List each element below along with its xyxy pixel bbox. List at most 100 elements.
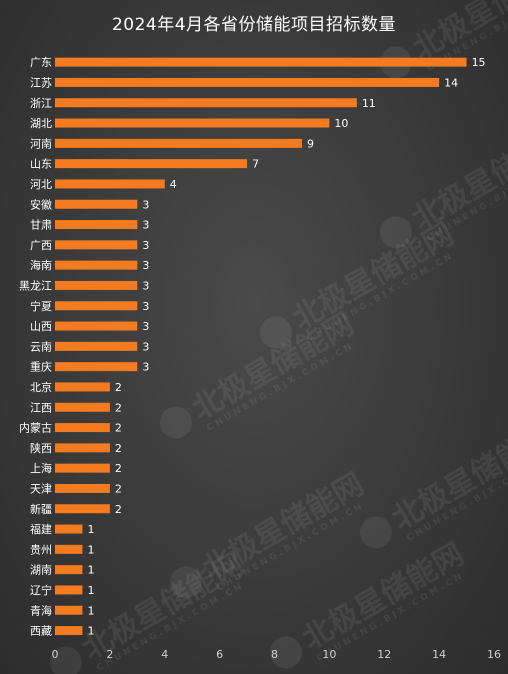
data-label: 1 (87, 625, 94, 638)
category-label: 辽宁 (30, 583, 52, 597)
data-label: 2 (115, 401, 122, 414)
category-label: 浙江 (30, 97, 52, 110)
category-label: 贵州 (30, 543, 52, 556)
bar (55, 260, 138, 270)
category-label: 宁夏 (30, 299, 52, 313)
bar (55, 159, 248, 169)
bar (55, 565, 83, 575)
x-tick-label: 4 (161, 648, 168, 661)
category-label: 西藏 (30, 625, 52, 638)
data-label: 1 (87, 523, 94, 536)
bar (55, 443, 110, 453)
x-tick-label: 14 (432, 648, 446, 661)
x-tick-label: 2 (106, 648, 113, 661)
data-label: 3 (142, 259, 149, 272)
category-label: 上海 (30, 461, 52, 475)
bar (55, 301, 138, 311)
watermark-icon (379, 216, 412, 249)
data-label: 2 (115, 381, 122, 394)
category-label: 青海 (30, 603, 52, 617)
category-label: 重庆 (30, 360, 52, 374)
x-tick-label: 16 (487, 648, 501, 661)
watermark-icon (269, 636, 302, 669)
bar (55, 504, 110, 514)
data-label: 3 (142, 361, 149, 374)
category-label: 新疆 (30, 502, 52, 516)
category-label: 陕西 (30, 441, 52, 455)
watermark-icon (49, 646, 82, 674)
category-label: 湖南 (30, 564, 52, 577)
category-label: 山西 (30, 320, 52, 333)
x-tick-label: 12 (377, 648, 391, 661)
data-label: 9 (307, 137, 314, 150)
watermark-icon (259, 316, 292, 349)
bar (55, 240, 138, 250)
data-label: 7 (252, 158, 259, 171)
data-label: 2 (115, 482, 122, 495)
data-label: 3 (142, 279, 149, 292)
category-label: 内蒙古 (19, 421, 52, 435)
bar (55, 605, 83, 615)
category-label: 广西 (30, 239, 52, 252)
category-label: 海南 (30, 258, 52, 272)
category-label: 安徽 (30, 197, 52, 211)
category-label: 天津 (30, 482, 52, 495)
category-label: 湖北 (30, 117, 52, 130)
data-label: 3 (142, 219, 149, 232)
category-label: 甘肃 (30, 219, 52, 232)
bar (55, 341, 138, 351)
bar (55, 321, 138, 331)
watermark-icon (159, 406, 192, 439)
category-label: 江西 (30, 401, 52, 414)
bar (55, 382, 110, 392)
x-tick-label: 8 (271, 648, 278, 661)
bar (55, 463, 110, 473)
bar (55, 179, 165, 189)
data-label: 1 (87, 543, 94, 556)
watermark-icon (169, 566, 202, 599)
bar (55, 57, 467, 67)
data-label: 2 (115, 442, 122, 455)
chart-title: 2024年4月各省份储能项目招标数量 (111, 15, 397, 35)
data-label: 2 (115, 462, 122, 475)
watermark-text: 北极星储能网 (287, 217, 460, 337)
bar (55, 423, 110, 433)
bar (55, 118, 330, 128)
data-label: 3 (142, 300, 149, 313)
data-label: 2 (115, 503, 122, 516)
x-tick-label: 10 (322, 648, 336, 661)
bar (55, 362, 138, 372)
bar (55, 77, 440, 87)
bar (55, 626, 83, 636)
bar (55, 483, 110, 493)
x-tick-label: 6 (216, 648, 223, 661)
bar (55, 98, 357, 108)
bar (55, 524, 83, 534)
bar (55, 220, 138, 230)
category-label: 北京 (30, 380, 52, 394)
data-label: 15 (472, 56, 486, 69)
data-label: 3 (142, 239, 149, 252)
watermark-text: 北极星储能网 (297, 537, 470, 657)
category-label: 黑龙江 (19, 279, 52, 292)
data-label: 1 (87, 604, 94, 617)
bar (55, 544, 83, 554)
data-label: 14 (444, 76, 458, 89)
bar (55, 585, 83, 595)
category-label: 江苏 (30, 76, 52, 89)
bar (55, 280, 138, 290)
data-label: 1 (87, 584, 94, 597)
data-label: 3 (142, 340, 149, 353)
bar (55, 199, 138, 209)
data-label: 3 (142, 198, 149, 211)
data-label: 10 (334, 117, 348, 130)
data-label: 2 (115, 422, 122, 435)
data-label: 11 (362, 97, 376, 110)
category-label: 山东 (30, 158, 52, 171)
category-label: 云南 (30, 340, 52, 353)
category-label: 广东 (30, 56, 52, 69)
